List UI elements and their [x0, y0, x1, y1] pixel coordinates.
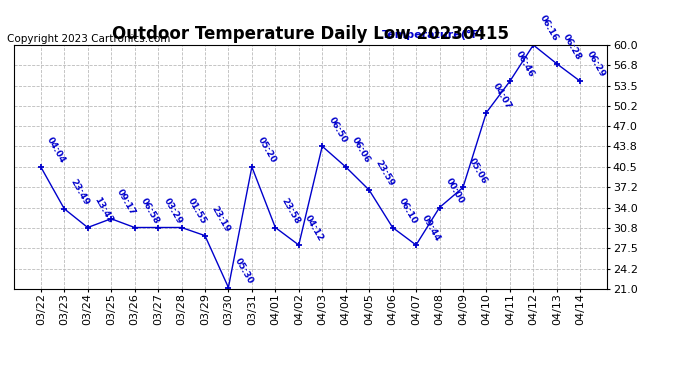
- Text: Copyright 2023 Cartronics.com: Copyright 2023 Cartronics.com: [7, 34, 170, 44]
- Text: 23:19: 23:19: [209, 204, 231, 234]
- Text: 09:44: 09:44: [420, 213, 442, 243]
- Text: 05:06: 05:06: [467, 156, 489, 185]
- Text: 01:55: 01:55: [186, 196, 208, 225]
- Text: 13:43: 13:43: [92, 196, 114, 225]
- Text: 03:29: 03:29: [162, 196, 184, 225]
- Text: 04:12: 04:12: [303, 213, 325, 243]
- Text: 06:28: 06:28: [561, 32, 583, 62]
- Text: 23:59: 23:59: [373, 158, 395, 188]
- Text: 04:04: 04:04: [45, 135, 67, 165]
- Title: Outdoor Temperature Daily Low 20230415: Outdoor Temperature Daily Low 20230415: [112, 26, 509, 44]
- Text: 00:00: 00:00: [444, 177, 466, 206]
- Text: 09:17: 09:17: [115, 187, 137, 217]
- Text: 04:07: 04:07: [491, 81, 513, 110]
- Text: Temperature(°F): Temperature(°F): [382, 30, 485, 40]
- Text: 06:50: 06:50: [326, 115, 348, 144]
- Text: 05:20: 05:20: [256, 136, 278, 165]
- Text: 05:30: 05:30: [233, 256, 255, 285]
- Text: 06:06: 06:06: [350, 136, 372, 165]
- Text: 06:46: 06:46: [514, 50, 536, 79]
- Text: 06:10: 06:10: [397, 196, 419, 225]
- Text: 06:16: 06:16: [538, 13, 560, 43]
- Text: 23:58: 23:58: [279, 196, 302, 225]
- Text: 23:49: 23:49: [68, 177, 90, 207]
- Text: 06:58: 06:58: [139, 196, 161, 225]
- Text: 06:29: 06:29: [584, 50, 607, 79]
